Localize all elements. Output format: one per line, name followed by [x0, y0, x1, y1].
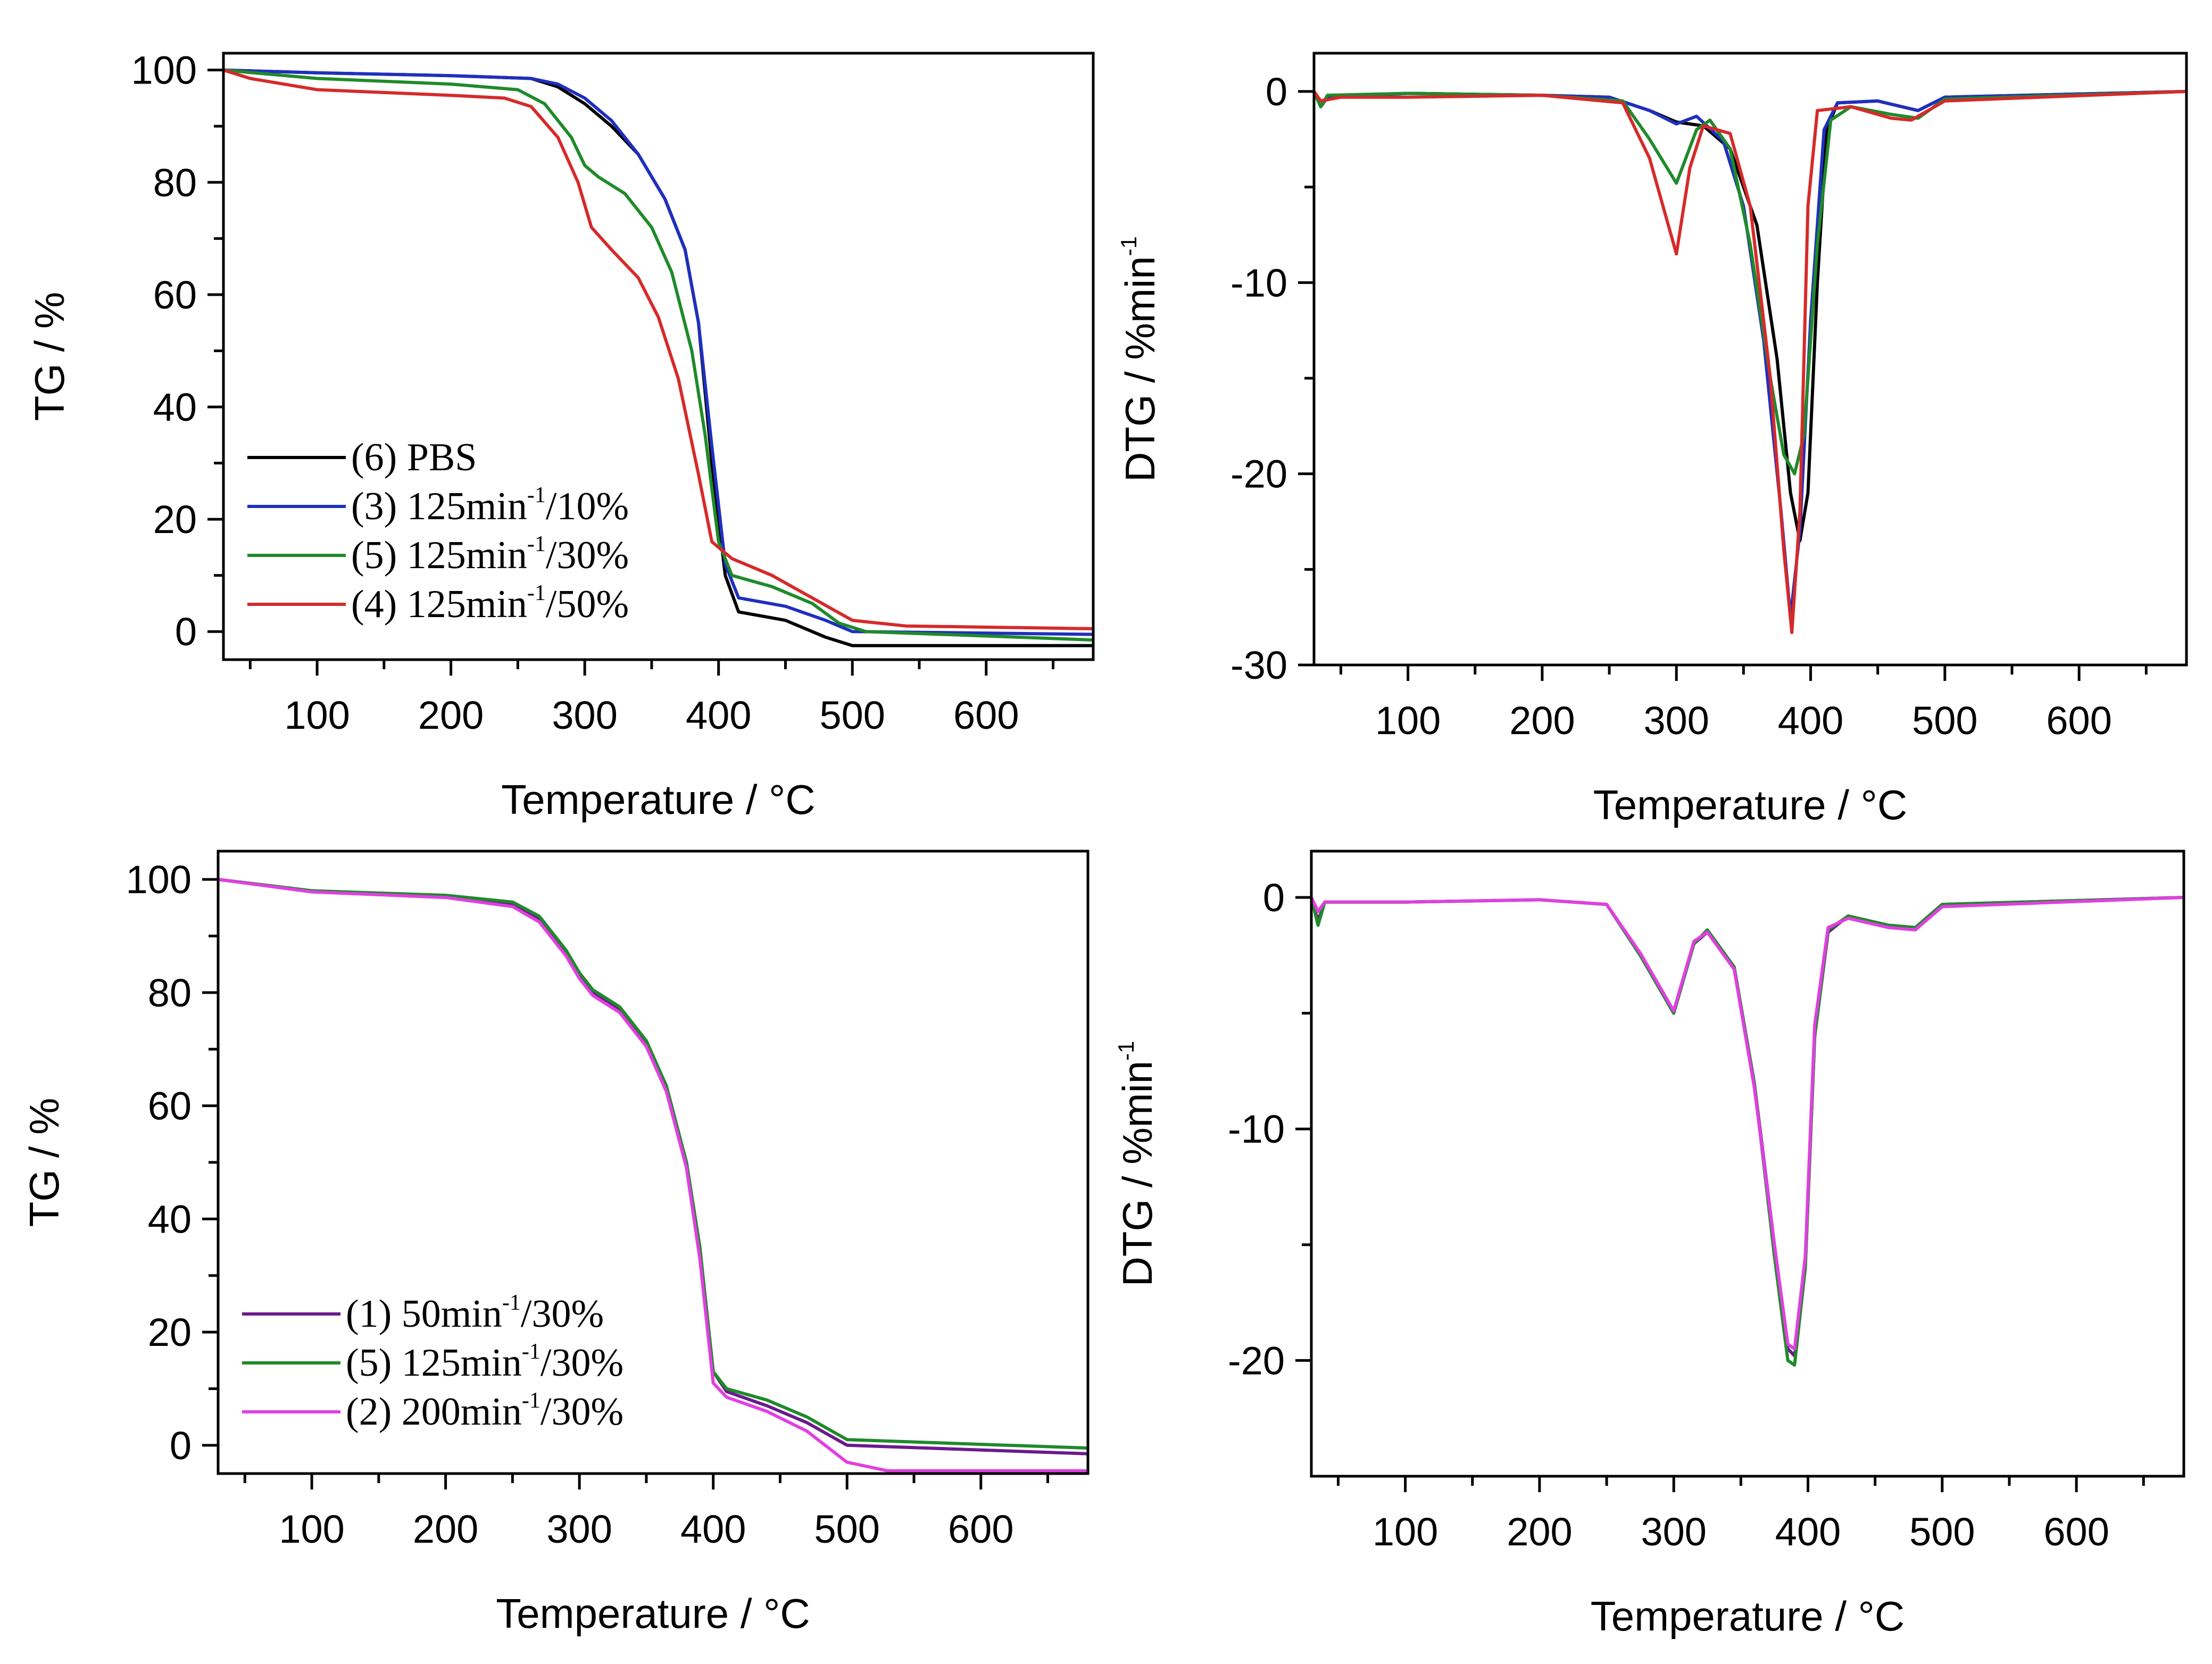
y-tick-label: -20: [1230, 452, 1287, 496]
x-tick-label: 600: [948, 1507, 1013, 1551]
series-line-3: [223, 68, 1093, 642]
y-tick-label: 80: [148, 971, 192, 1015]
x-axis-title: Temperature / °C: [501, 776, 815, 823]
x-tick-label: 200: [413, 1507, 478, 1551]
plot-frame: [222, 52, 1095, 661]
x-tick-label: 100: [279, 1507, 344, 1551]
legend-entry: (6) PBS: [351, 436, 477, 479]
x-axis-title: Temperature / °C: [1591, 1593, 1905, 1640]
y-tick-label: 100: [126, 858, 192, 902]
x-axis-title: Temperature / °C: [1593, 781, 1907, 828]
x-tick-label: 100: [284, 693, 350, 737]
x-tick-label: 300: [1643, 698, 1709, 743]
plot-frame: [1312, 52, 2188, 667]
series-line-3: [1314, 89, 2186, 476]
x-tick-label: 400: [686, 693, 751, 737]
x-tick-label: 100: [1375, 698, 1441, 743]
x-tick-label: 600: [2043, 1510, 2109, 1554]
plot-frame: [1310, 850, 2185, 1478]
chart-tg-bottom: 100 200 300 400 500 600 0 20 40 60 80 100 Temperatur…: [21, 850, 1090, 1637]
series-line-1: [1314, 89, 2186, 543]
y-tick-label: 0: [170, 1424, 192, 1468]
x-tick-label: 500: [819, 693, 885, 737]
y-tick-label: -10: [1230, 261, 1287, 305]
y-tick-label: 40: [153, 385, 197, 429]
y-axis-title: TG / %: [26, 292, 73, 421]
legend-entry: (5) 125min-1/30%: [351, 532, 629, 577]
legend: (6) PBS(3) 125min-1/10%(5) 125min-1/30%(…: [247, 436, 629, 626]
series-line-1: [1311, 896, 2184, 1358]
chart-tg-top: 100 200 300 400 500 600 0 20 40 60 80 100 Temperatur…: [26, 48, 1095, 823]
series-line-2: [1311, 896, 2184, 1367]
y-tick-label: 60: [148, 1084, 192, 1128]
series-line-4: [1314, 89, 2186, 634]
x-tick-label: 500: [1912, 698, 1977, 743]
x-tick-label: 400: [1778, 698, 1843, 743]
legend-entry: (2) 200min-1/30%: [346, 1388, 623, 1434]
chart-dtg-bottom: 100 200 300 400 500 600 0 -10 -20 Temperature / °…: [1113, 850, 2185, 1640]
x-tick-label: 200: [418, 693, 484, 737]
x-tick-label: 600: [2046, 698, 2111, 743]
legend: (1) 50min-1/30%(5) 125min-1/30%(2) 200mi…: [242, 1291, 623, 1434]
y-tick-label: 0: [175, 610, 197, 654]
y-axis-title: TG / %: [21, 1098, 68, 1227]
x-tick-label: 500: [814, 1507, 879, 1551]
y-tick-label: 0: [1263, 876, 1285, 920]
y-tick-label: 80: [153, 161, 197, 205]
series-line-3: [218, 878, 1088, 1472]
x-tick-label: 300: [1641, 1510, 1706, 1554]
x-tick-label: 100: [1373, 1510, 1438, 1554]
legend-entry: (1) 50min-1/30%: [346, 1291, 604, 1336]
x-tick-label: 400: [680, 1507, 746, 1551]
series-line-2: [223, 68, 1093, 636]
legend-entry: (4) 125min-1/50%: [351, 581, 629, 626]
x-tick-label: 200: [1509, 698, 1575, 743]
y-tick-label: 0: [1266, 70, 1287, 114]
y-tick-label: -10: [1228, 1107, 1285, 1151]
y-tick-label: 60: [153, 273, 197, 317]
x-tick-label: 600: [953, 693, 1019, 737]
legend-entry: (3) 125min-1/10%: [351, 483, 629, 528]
y-axis-title: DTG / %min-1: [1113, 1041, 1161, 1286]
series-line-2: [1314, 89, 2186, 619]
series-line-3: [1311, 896, 2184, 1351]
series-line-2: [218, 878, 1088, 1450]
y-tick-label: 20: [148, 1310, 192, 1354]
legend-entry: (5) 125min-1/30%: [346, 1339, 623, 1385]
y-tick-label: 20: [153, 497, 197, 542]
y-tick-label: 40: [148, 1197, 192, 1241]
series-line-4: [223, 68, 1093, 630]
x-axis-title: Temperature / °C: [496, 1590, 810, 1637]
x-tick-label: 400: [1775, 1510, 1841, 1554]
x-tick-label: 500: [1909, 1510, 1975, 1554]
y-tick-label: 100: [131, 48, 197, 93]
y-axis-title: DTG / %min-1: [1116, 236, 1163, 482]
x-tick-label: 300: [552, 693, 617, 737]
y-tick-label: -30: [1230, 643, 1287, 687]
chart-dtg-top: 100 200 300 400 500 600 0 -10 -20 -30 Temperature …: [1116, 52, 2188, 828]
x-tick-label: 300: [546, 1507, 612, 1551]
y-tick-label: -20: [1228, 1338, 1285, 1383]
x-tick-label: 200: [1507, 1510, 1572, 1554]
